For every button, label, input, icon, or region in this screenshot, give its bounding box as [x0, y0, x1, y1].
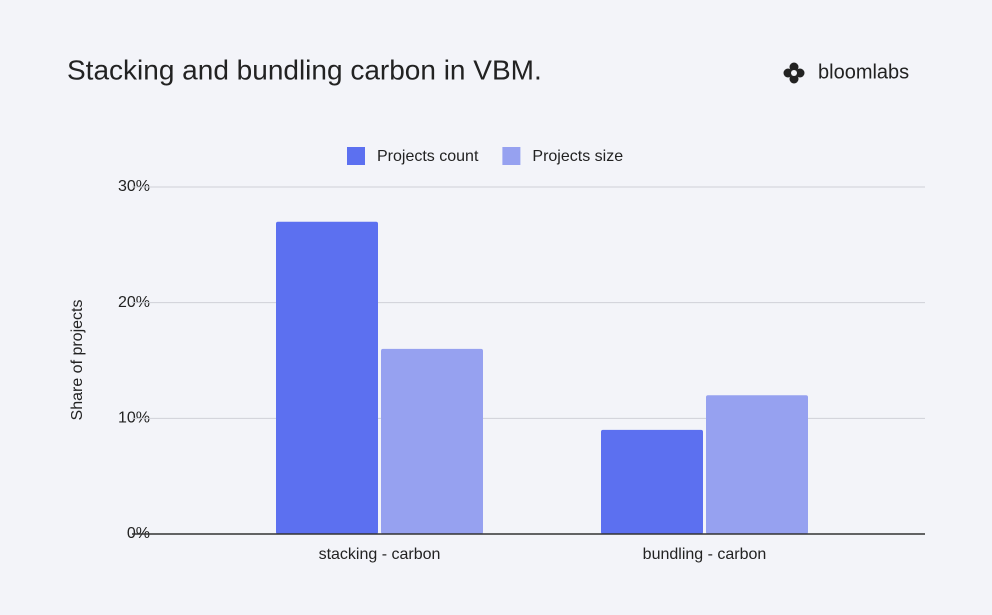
- bar: [381, 348, 483, 534]
- legend-label: Projects size: [532, 148, 623, 165]
- legend-label: Projects count: [377, 148, 479, 165]
- bar: [601, 429, 703, 534]
- legend-swatch: [502, 147, 521, 165]
- x-tick-label: stacking - carbon: [319, 546, 441, 563]
- y-axis-label: Share of projects: [69, 300, 86, 421]
- chart-title: Stacking and bundling carbon in VBM.: [67, 54, 542, 85]
- bar: [706, 395, 808, 534]
- brand-logo: [783, 62, 805, 84]
- x-tick-label: bundling - carbon: [643, 546, 767, 563]
- bar: [276, 221, 378, 534]
- legend-swatch: [347, 147, 365, 165]
- brand-name: bloomlabs: [818, 61, 909, 83]
